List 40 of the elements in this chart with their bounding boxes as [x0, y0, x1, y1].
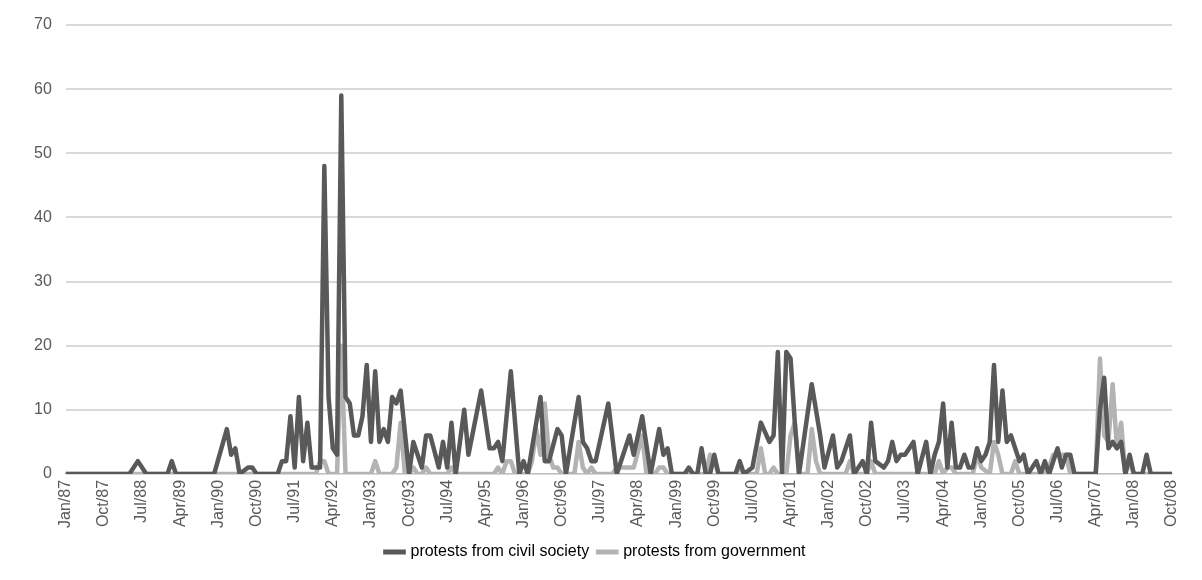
x-tick-label: Jan/99	[666, 479, 684, 529]
x-tick-label: Apr/95	[475, 479, 493, 528]
x-tick-label: Oct/93	[399, 479, 417, 528]
y-tick-label: 50	[34, 143, 52, 161]
x-tick-label: Jul/91	[285, 479, 303, 523]
y-tick-label: 30	[34, 271, 52, 289]
x-tick-label: Oct/96	[552, 479, 570, 528]
x-tick-label: Jan/87	[56, 479, 74, 529]
x-tick-label: Oct/08	[1162, 479, 1180, 528]
legend-label: protests from government	[623, 542, 807, 560]
x-tick-label: Oct/99	[704, 479, 722, 528]
x-tick-label: Apr/01	[780, 479, 798, 528]
x-tick-label: Jul/03	[895, 479, 913, 523]
legend-label: protests from civil society	[410, 542, 590, 560]
x-tick-label: Jul/88	[132, 479, 150, 523]
x-tick-label: Apr/98	[628, 479, 646, 528]
y-tick-label: 20	[34, 336, 52, 354]
x-tick-label: Jul/97	[590, 479, 608, 523]
x-tick-label: Oct/90	[246, 479, 264, 528]
y-tick-label: 60	[34, 79, 52, 97]
x-tick-label: Jul/06	[1047, 479, 1065, 523]
x-tick-label: Oct/05	[1009, 479, 1027, 528]
x-tick-label: Apr/92	[323, 479, 341, 528]
x-tick-label: Jan/93	[361, 479, 379, 529]
y-tick-label: 70	[34, 15, 52, 33]
y-tick-label: 0	[42, 464, 52, 482]
x-tick-label: Jan/08	[1124, 479, 1142, 529]
x-tick-label: Apr/07	[1086, 479, 1104, 528]
y-tick-label: 10	[34, 400, 52, 418]
x-tick-label: Jul/00	[742, 479, 760, 523]
y-tick-label: 40	[34, 207, 52, 225]
x-tick-label: Oct/02	[857, 479, 875, 528]
x-tick-label: Jan/02	[819, 479, 837, 529]
x-tick-label: Jan/90	[208, 479, 226, 529]
x-tick-label: Apr/04	[933, 479, 951, 528]
x-tick-label: Jan/96	[513, 479, 531, 529]
x-tick-label: Apr/89	[170, 479, 188, 528]
x-tick-label: Jul/94	[437, 479, 455, 523]
x-tick-label: Jan/05	[971, 479, 989, 529]
x-tick-label: Oct/87	[94, 479, 112, 528]
